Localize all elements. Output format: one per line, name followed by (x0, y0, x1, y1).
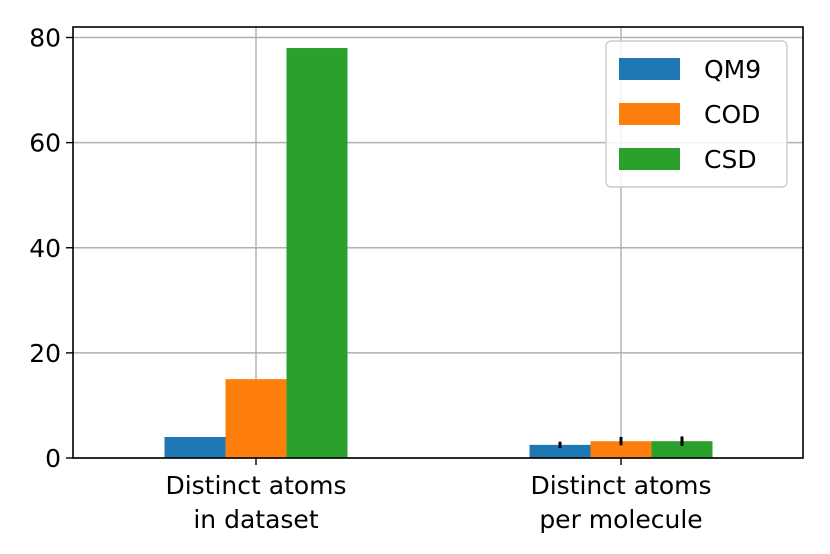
legend-label-qm9: QM9 (704, 55, 761, 84)
legend-label-cod: COD (704, 100, 760, 129)
x-axis: Distinct atoms in dataset Distinct atoms pe… (165, 458, 712, 534)
error-bars (558, 436, 684, 449)
bar-csd-1 (651, 441, 713, 458)
x-tick-label: per molecule (539, 505, 702, 534)
plot-frame (72, 26, 804, 459)
y-tick-label: 20 (29, 339, 61, 368)
bar-qm9-0 (164, 436, 226, 458)
y-tick-label: 0 (45, 444, 61, 473)
bar-qm9-1 (529, 444, 591, 458)
y-tick-label: 80 (29, 24, 61, 53)
legend-swatch-csd (619, 148, 680, 170)
legend-swatch-cod (619, 103, 680, 125)
legend-label-csd: CSD (704, 145, 757, 174)
x-tick-label: in dataset (193, 505, 318, 534)
bar-csd-0 (286, 48, 348, 459)
y-tick-label: 40 (29, 234, 61, 263)
bar-cod-1 (590, 441, 652, 458)
y-tick-label: 60 (29, 129, 61, 158)
bar-cod-0 (225, 379, 287, 458)
legend: QM9 COD CSD (605, 40, 788, 188)
x-tick-label: Distinct atoms (165, 471, 346, 500)
x-tick-label: Distinct atoms (530, 471, 711, 500)
y-axis: 0 20 40 60 80 (29, 24, 73, 473)
bars (164, 48, 713, 459)
legend-swatch-qm9 (619, 58, 680, 80)
